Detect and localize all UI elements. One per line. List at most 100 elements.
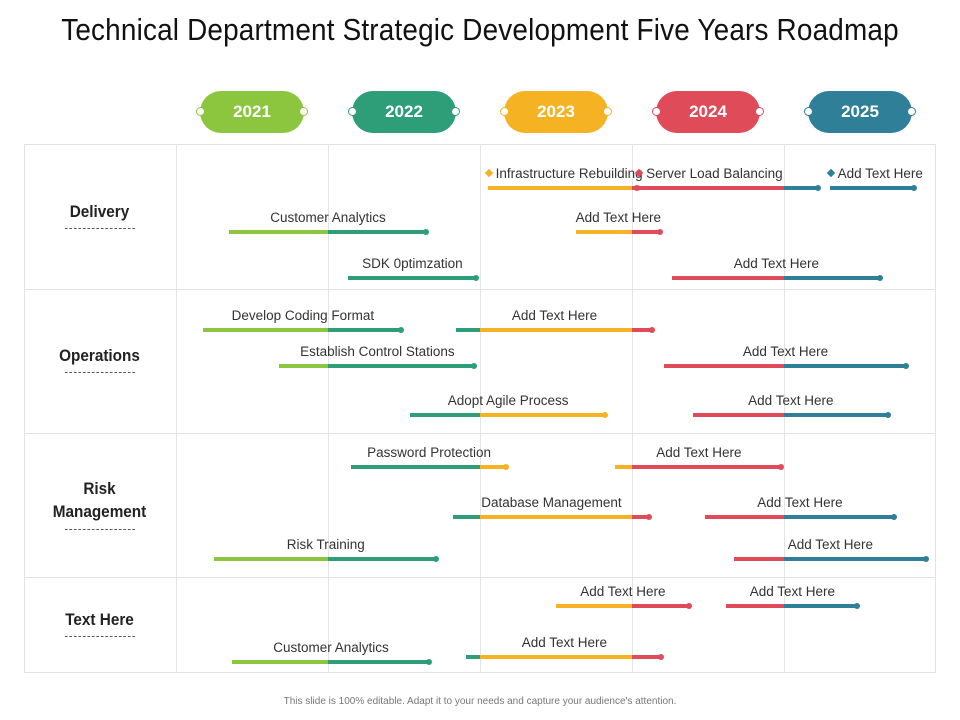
task-label-text: Add Text Here bbox=[575, 210, 661, 225]
task-bar-segment bbox=[632, 604, 690, 608]
task-end-cap bbox=[425, 659, 432, 665]
task-label-text: Customer Analytics bbox=[270, 210, 386, 225]
task-bar-segment bbox=[479, 515, 632, 519]
diamond-marker-icon bbox=[484, 169, 493, 178]
task-bar-segment bbox=[214, 557, 328, 561]
task-label: Add Text Here bbox=[512, 308, 597, 323]
task-bar bbox=[671, 275, 884, 281]
grid-vline bbox=[480, 144, 481, 673]
task-bar bbox=[229, 229, 429, 235]
task-bar bbox=[455, 327, 656, 333]
task-label-text: Add Text Here bbox=[580, 584, 666, 599]
task-label-text: Risk Training bbox=[286, 537, 365, 552]
grid-hline bbox=[24, 433, 936, 434]
task-label: Add Text Here bbox=[748, 393, 833, 408]
task-end-cap bbox=[472, 275, 479, 281]
diamond-marker-icon bbox=[634, 169, 644, 178]
task-bar-segment bbox=[479, 328, 632, 332]
task-label: SDK 0ptimzation bbox=[362, 256, 463, 271]
task-end-cap bbox=[602, 412, 609, 418]
task-label-text: Establish Control Stations bbox=[300, 344, 455, 359]
year-pill-2021: 2021 bbox=[196, 91, 308, 133]
task-bar-segment bbox=[410, 413, 480, 417]
task-bar bbox=[347, 275, 479, 281]
connector-dot bbox=[652, 107, 661, 116]
task-end-cap bbox=[422, 229, 429, 235]
task-label-text: Add Text Here bbox=[733, 256, 820, 271]
task-bar-segment bbox=[203, 328, 328, 332]
task-bar-segment bbox=[556, 604, 632, 608]
row-label-operations: Operations bbox=[32, 346, 168, 373]
task-bar-segment bbox=[328, 557, 438, 561]
row-label-underline bbox=[64, 372, 135, 373]
task-bar-segment bbox=[671, 276, 784, 280]
task-label-text: Develop Coding Format bbox=[231, 308, 375, 323]
connector-dot bbox=[348, 107, 357, 116]
task-bar-segment bbox=[631, 515, 651, 519]
task-end-cap bbox=[814, 185, 821, 191]
task-bar-segment bbox=[631, 465, 783, 469]
year-pill-2022: 2022 bbox=[348, 91, 460, 133]
year-label: 2023 bbox=[537, 102, 575, 121]
row-label-underline bbox=[64, 529, 135, 530]
task-label: Customer Analytics bbox=[273, 640, 389, 655]
task-end-cap bbox=[398, 327, 405, 333]
year-label: 2025 bbox=[841, 102, 879, 121]
connector-dot bbox=[907, 107, 916, 116]
connector-dot bbox=[500, 107, 509, 116]
task-bar-segment bbox=[733, 557, 784, 561]
task-bar bbox=[575, 229, 663, 235]
task-bar-segment bbox=[279, 364, 328, 368]
task-bar-segment bbox=[631, 328, 654, 332]
task-label-text: SDK 0ptimzation bbox=[362, 256, 463, 271]
task-bar bbox=[410, 412, 609, 418]
task-end-cap bbox=[656, 229, 663, 235]
row-label-text: Text Here bbox=[65, 610, 134, 629]
task-label: Add Text Here bbox=[576, 210, 661, 225]
connector-dot bbox=[299, 107, 308, 116]
task-label: Add Text Here bbox=[757, 495, 842, 510]
row-label-text: Delivery bbox=[69, 201, 130, 221]
task-label-text: Add Text Here bbox=[656, 445, 742, 460]
task-bar bbox=[466, 654, 665, 660]
connector-dot bbox=[196, 107, 205, 116]
task-bar-segment bbox=[327, 660, 430, 664]
task-end-cap bbox=[910, 185, 917, 191]
task-bar bbox=[704, 514, 897, 520]
task-bar-segment bbox=[783, 276, 882, 280]
task-bar bbox=[692, 412, 891, 418]
task-bar-segment bbox=[726, 604, 784, 608]
task-bar bbox=[663, 363, 910, 369]
task-bar-segment bbox=[783, 515, 895, 519]
task-bar-segment bbox=[704, 515, 784, 519]
grid-vline bbox=[328, 144, 329, 673]
task-end-cap bbox=[922, 556, 929, 562]
task-bar-segment bbox=[575, 230, 632, 234]
task-end-cap bbox=[854, 603, 861, 609]
task-label-text: Add Text Here bbox=[837, 166, 923, 181]
connector-dot bbox=[755, 107, 764, 116]
row-label-underline bbox=[64, 227, 135, 229]
task-bar bbox=[350, 464, 510, 470]
row-label-underline bbox=[64, 636, 135, 637]
task-bar-segment bbox=[692, 413, 784, 417]
task-bar bbox=[726, 603, 861, 609]
task-end-cap bbox=[890, 514, 897, 520]
year-label: 2021 bbox=[233, 102, 271, 121]
task-end-cap bbox=[884, 412, 891, 418]
task-label: Add Text Here bbox=[750, 584, 835, 599]
task-label-text: Add Text Here bbox=[521, 635, 608, 650]
task-bar-segment bbox=[663, 364, 784, 368]
task-label: Add Text Here bbox=[522, 635, 607, 650]
task-bar-segment bbox=[229, 230, 328, 234]
task-bar bbox=[203, 327, 405, 333]
task-bar-segment bbox=[829, 186, 915, 190]
task-bar-segment bbox=[479, 413, 607, 417]
grid-vline bbox=[176, 144, 177, 673]
task-bar-segment bbox=[479, 655, 632, 659]
task-label: Establish Control Stations bbox=[300, 344, 455, 359]
task-bar-segment bbox=[783, 413, 889, 417]
task-label-text: Infrastructure Rebuilding bbox=[495, 166, 643, 181]
task-bar-segment bbox=[631, 230, 661, 234]
task-label: Risk Training bbox=[287, 537, 365, 552]
